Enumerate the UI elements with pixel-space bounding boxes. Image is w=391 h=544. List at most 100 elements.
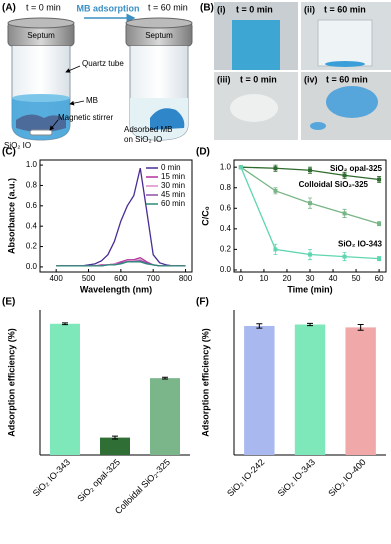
stirrer-label: Magnetic stirrer (58, 113, 113, 122)
x-tick-label: 30 (306, 274, 315, 283)
x-tick-label: SiO₂ IO-343 (276, 457, 317, 498)
series-label: Colloidal SiO₂-325 (299, 180, 369, 189)
x-tick-label: SiO₂ IO-242 (225, 457, 266, 498)
panel-label: (D) (196, 147, 210, 158)
bar (150, 378, 180, 455)
y-tick-label: 0.4 (220, 224, 232, 233)
x-tick-label: SiO₂ IO-343 (31, 457, 72, 498)
photo-time: t = 0 min (240, 74, 277, 84)
panel-label: (B) (200, 3, 214, 14)
y-tick-label: 0.8 (220, 183, 232, 192)
marker (342, 173, 347, 178)
y-tick-label: 1.0 (26, 160, 38, 169)
panel-label: (A) (2, 3, 16, 14)
error-bar (256, 323, 263, 329)
marker (377, 256, 382, 261)
bar (100, 437, 130, 455)
sio2-label: SiO₂ IO (4, 141, 31, 150)
tube-label: Quartz tube (82, 59, 124, 68)
pointer (49, 119, 59, 131)
y-axis-title: Adsorption efficiency (%) (6, 328, 16, 437)
y-tick-label: 0.2 (26, 242, 38, 251)
legend-label: 15 min (161, 172, 185, 181)
legend-label: 45 min (161, 190, 185, 199)
white-powder (230, 94, 278, 122)
marker (238, 165, 243, 170)
y-tick-label: 0.6 (26, 201, 38, 210)
marker (273, 247, 278, 252)
y-tick-label: 0.0 (26, 262, 38, 271)
photo-time: t = 60 min (324, 4, 366, 14)
time-label: t = 0 min (26, 2, 61, 12)
y-axis-title: Absorbance (a.u.) (6, 178, 16, 254)
adsorbed-label: on SiO₂ IO (124, 135, 162, 144)
bar (50, 323, 80, 455)
mb-label: MB (86, 96, 98, 105)
y-axis-title: C/C₀ (200, 206, 210, 226)
plot-frame (39, 159, 193, 273)
marker (308, 252, 312, 257)
y-tick-label: 0.2 (220, 245, 232, 254)
x-tick-label: 700 (147, 274, 161, 283)
x-tick-label: SiO₂ opal-325 (75, 457, 122, 504)
marker (377, 177, 382, 182)
x-tick-label: 50 (352, 274, 361, 283)
panel-b: (B) (i) t = 0 min (ii) t = 60 min (iii) … (200, 2, 391, 140)
x-tick-label: 20 (283, 274, 292, 283)
y-tick-label: 0.6 (220, 203, 232, 212)
marker (377, 221, 382, 226)
blue-powder (326, 86, 378, 118)
marker (273, 166, 278, 171)
x-tick-label: 500 (82, 274, 96, 283)
marker (342, 254, 347, 259)
x-axis-title: Wavelength (nm) (80, 284, 152, 294)
x-tick-label: 600 (114, 274, 128, 283)
photo-label: (iv) (304, 74, 318, 84)
process-label: MB adsorption (77, 3, 140, 13)
septum-label: Septum (27, 31, 55, 40)
error-bar (112, 435, 118, 440)
adsorbed-particles (150, 108, 185, 130)
liquid-surface (12, 94, 70, 102)
bar (345, 327, 376, 455)
photo-time: t = 60 min (326, 74, 368, 84)
marker (308, 168, 312, 173)
y-tick-label: 0.0 (220, 265, 232, 274)
marker (273, 188, 278, 193)
error-bar (357, 324, 364, 331)
y-tick-label: 0.4 (26, 221, 38, 230)
error-bar (162, 376, 168, 380)
time-label: t = 60 min (148, 2, 188, 12)
x-tick-label: 60 (375, 274, 384, 283)
stir-bar (29, 129, 53, 136)
x-tick-label: 40 (329, 274, 338, 283)
error-bar (307, 322, 313, 327)
septum-label: Septum (145, 31, 173, 40)
panel-label: (F) (196, 297, 209, 308)
series-line (56, 261, 186, 267)
adsorbed-label: Adsorbed MB (124, 125, 172, 134)
x-tick-label: SiO₂ IO-400 (326, 457, 367, 498)
photo-label: (i) (217, 4, 226, 14)
x-axis-title: Time (min) (287, 284, 332, 294)
series-label: SiO₂ opal-325 (330, 164, 383, 173)
pointer (65, 65, 81, 73)
blue-powder (310, 122, 326, 130)
error-bar (62, 322, 68, 326)
bar (294, 324, 326, 455)
x-tick-label: Colloidal SiO₂-325 (113, 457, 172, 516)
marker (308, 201, 312, 206)
panel-a: (A) t = 0 min MB adsorption t = 60 min S… (2, 2, 193, 150)
panel-label: (C) (2, 147, 16, 158)
legend-label: 0 min (161, 163, 181, 172)
mb-vial (232, 20, 280, 70)
legend-label: 60 min (161, 199, 185, 208)
panel-label: (E) (2, 297, 15, 308)
photo-label: (iii) (217, 74, 231, 84)
clear-vial (317, 19, 373, 67)
bar (244, 325, 275, 455)
series-label: SiO₂ IO-343 (338, 239, 383, 248)
y-tick-label: 0.8 (26, 181, 38, 190)
